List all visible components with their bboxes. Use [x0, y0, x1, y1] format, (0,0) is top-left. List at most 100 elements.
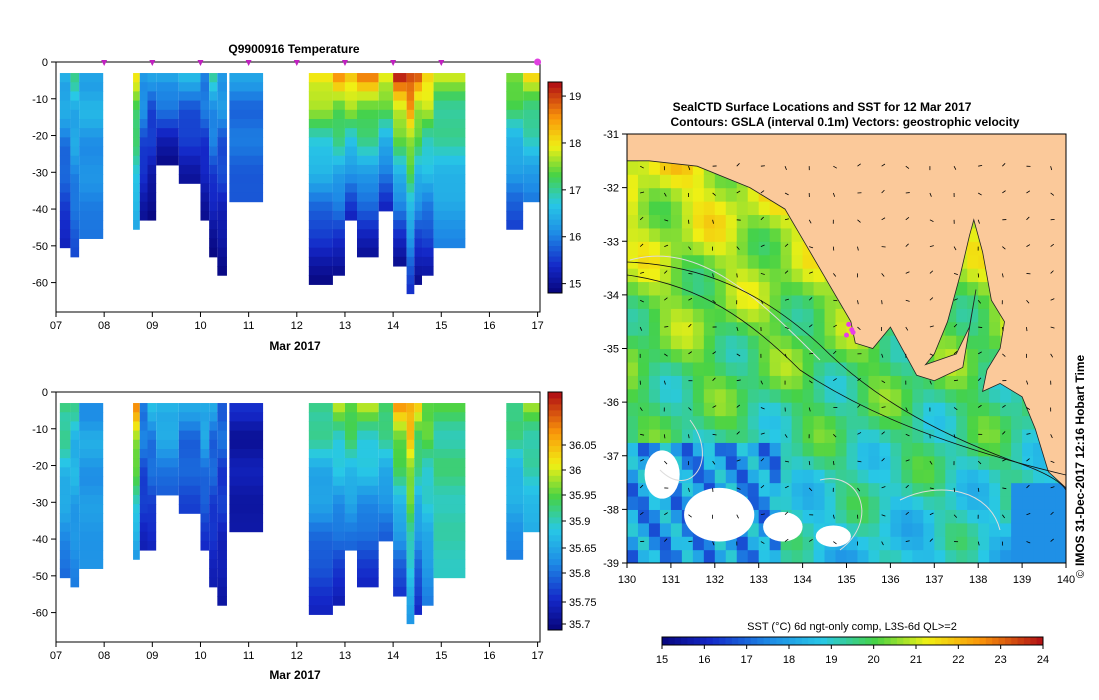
sst-cell: [627, 321, 639, 336]
y-tick-label: -50: [32, 241, 48, 253]
colorbar-cell: [548, 439, 562, 447]
velocity-arrow: [978, 164, 983, 167]
sst-cell: [967, 321, 979, 336]
sst-cell: [956, 402, 968, 417]
profile-cell: [332, 448, 345, 459]
colorbar-cell: [548, 588, 562, 595]
velocity-arrow: [977, 487, 980, 492]
sst-cell: [923, 388, 935, 403]
profile-cell: [332, 229, 345, 239]
sst-cell: [670, 227, 683, 242]
sst-cell: [945, 321, 957, 336]
velocity-arrow: [1050, 298, 1055, 301]
sst-cell: [648, 549, 661, 563]
profile-cell: [433, 183, 466, 194]
sst-cell: [1011, 522, 1023, 537]
sst-cell: [670, 201, 683, 216]
profile-cell: [523, 448, 540, 459]
sst-cell: [813, 281, 826, 296]
velocity-arrow: [857, 487, 861, 492]
profile-cell: [393, 256, 407, 267]
profile-cell: [344, 82, 357, 92]
sst-cell: [670, 402, 683, 417]
velocity-arrow: [664, 297, 668, 301]
sst-cell: [747, 201, 760, 216]
sst-cell: [901, 549, 913, 563]
profile-cell: [217, 458, 227, 468]
profile-cell: [133, 183, 140, 194]
profile-cell: [200, 513, 210, 524]
profile-cell: [393, 522, 407, 533]
profile-cell: [308, 605, 333, 615]
sst-cell: [890, 415, 902, 430]
profile-0-17: [393, 73, 407, 267]
sst-cell: [824, 469, 837, 484]
profile-0-20: [422, 73, 434, 276]
velocity-arrow: [978, 326, 983, 328]
profile-cell: [356, 229, 379, 239]
colorbar-cell: [548, 582, 562, 589]
profile-cell: [344, 192, 357, 203]
sst-cell: [736, 294, 749, 309]
sst-cell: [758, 375, 771, 390]
colorbar-cell: [548, 570, 562, 577]
sst-cell: [769, 482, 782, 497]
profile-cell: [147, 504, 157, 514]
velocity-arrow: [736, 163, 740, 167]
profile-cell: [414, 137, 423, 148]
sst-cell: [627, 522, 639, 537]
profile-cell: [414, 550, 423, 560]
sst-cell: [879, 375, 891, 390]
sst-cell: [956, 415, 968, 430]
map-y-tick-label: -39: [603, 558, 619, 570]
sst-cell: [637, 281, 650, 296]
profile-cell: [79, 82, 104, 92]
sst-cell: [846, 388, 859, 403]
profile-cell: [393, 192, 407, 203]
sst-cell: [725, 335, 738, 350]
sst-cell: [659, 308, 672, 323]
sst-cell: [648, 442, 661, 457]
sst-cell: [967, 241, 979, 256]
sst-cell: [791, 442, 804, 457]
sst-cell: [692, 348, 705, 363]
map-y-tick-label: -38: [603, 504, 619, 516]
sst-cell: [736, 388, 749, 403]
profile-cell: [147, 421, 157, 432]
profile-cell: [308, 550, 333, 560]
profile-cell: [332, 73, 345, 83]
sst-cell: [714, 214, 727, 229]
profile-cell: [209, 146, 218, 157]
velocity-arrow: [736, 246, 740, 250]
profile-cell: [147, 513, 157, 524]
profile-0-4: [139, 73, 148, 221]
profile-cell: [209, 238, 218, 249]
profile-cell: [200, 421, 210, 432]
x-tick-label: 11: [243, 650, 254, 662]
profile-cell: [414, 513, 423, 524]
sst-cell: [648, 294, 661, 309]
profile-cell: [200, 82, 210, 92]
profile-cell: [393, 448, 407, 459]
profile-cell: [200, 155, 210, 166]
velocity-arrow: [977, 377, 982, 381]
sst-cell: [923, 469, 935, 484]
sst-cell: [802, 375, 815, 390]
sst-cell: [637, 254, 650, 269]
profile-1-6: [156, 403, 179, 496]
profile-cell: [217, 73, 227, 83]
profile-cell: [332, 247, 345, 258]
profile-1-20: [422, 403, 434, 606]
profile-cell: [332, 421, 345, 432]
profile-marker: [438, 60, 445, 66]
sst-cell: [758, 335, 771, 350]
profile-cell: [217, 100, 227, 111]
x-tick-label: 10: [194, 320, 206, 332]
sst-cell: [989, 469, 1001, 484]
sst-cell: [637, 227, 650, 242]
sst-cell: [967, 348, 979, 363]
profile-cell: [332, 174, 345, 184]
sst-cell: [934, 469, 946, 484]
profile-cell: [178, 476, 201, 487]
missing-data-patch: [815, 525, 851, 547]
